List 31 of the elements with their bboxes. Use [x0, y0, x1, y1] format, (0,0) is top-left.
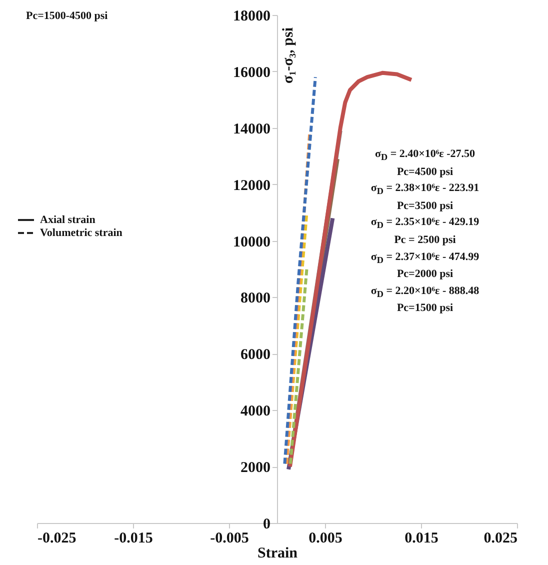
annotation: Pc=2000 psi: [396, 267, 454, 282]
annotation: σ$_{D}$ = 2.35×10⁶ε - 429.19: [370, 215, 480, 233]
annotation: Pc=3500 psi: [396, 198, 454, 214]
annotation: Pc=1500 psi: [396, 301, 454, 316]
chart-title: Pc=1500-4500 psi: [26, 10, 108, 22]
y-tick-label: 0: [263, 516, 270, 532]
x-tick-label: -0.005: [210, 530, 249, 546]
annotation: σ$_{D}$ = 2.20×10⁶ε - 888.48: [370, 284, 480, 301]
annotation: σ$_{D}$ = 2.40×10⁶ε -27.50: [374, 147, 476, 164]
annotation: Pc=4500 psi: [396, 164, 454, 180]
y-tick-label: 8000: [240, 290, 270, 307]
y-tick-label: 6000: [240, 347, 270, 364]
y-tick-label: 18000: [233, 8, 270, 24]
x-tick-label: -0.025: [38, 530, 76, 546]
annotation: σ$_{D}$ = 2.38×10⁶ε - 223.91: [370, 181, 480, 198]
x-tick-label: 0.025: [484, 530, 518, 546]
annotation: σ$_{D}$ = 2.37×10⁶ε - 474.99: [370, 250, 480, 267]
x-tick-label: -0.015: [114, 530, 153, 546]
annotation: Volumetric strain: [40, 227, 122, 239]
x-axis-title: Strain: [257, 546, 298, 562]
annotation: Pc = 2500 psi: [393, 233, 457, 248]
y-tick-label: 2000: [240, 460, 270, 476]
y-axis-title: σ₁-σ₃, psi: [280, 28, 296, 84]
y-tick-label: 4000: [240, 404, 270, 420]
y-tick-label: 10000: [233, 234, 270, 250]
y-tick-label: 12000: [233, 178, 270, 194]
annotation: Axial strain: [40, 214, 96, 226]
y-tick-label: 14000: [233, 121, 270, 138]
x-tick-label: 0.005: [308, 530, 342, 546]
y-tick-label: 16000: [233, 64, 270, 81]
x-tick-label: 0.015: [404, 530, 438, 546]
